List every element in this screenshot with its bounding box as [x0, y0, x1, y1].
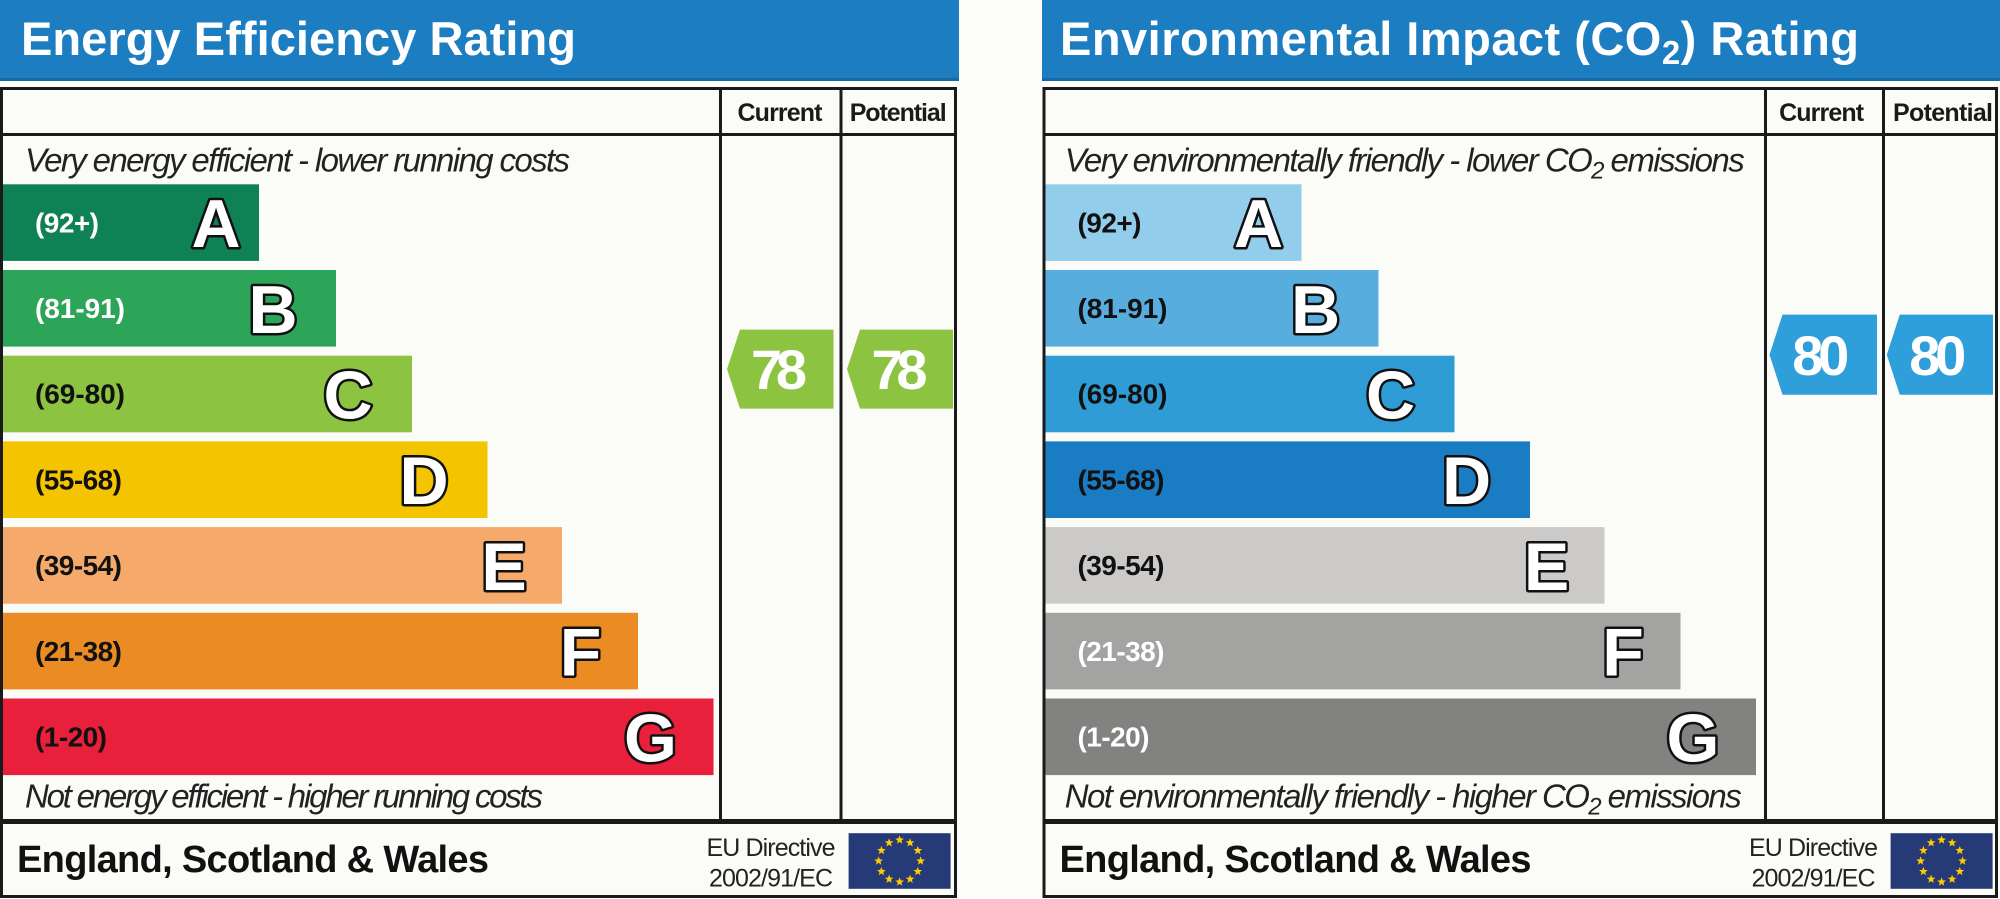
svg-text:2002/91/EC: 2002/91/EC [709, 865, 833, 893]
svg-text:(92+): (92+) [1078, 207, 1142, 238]
svg-text:B: B [248, 272, 297, 348]
svg-text:(81-91): (81-91) [1078, 293, 1168, 324]
svg-text:(1-20): (1-20) [1078, 722, 1150, 753]
svg-text:80: 80 [1792, 324, 1849, 387]
svg-text:(39-54): (39-54) [1078, 550, 1165, 581]
svg-text:F: F [1602, 615, 1644, 691]
svg-text:B: B [1291, 272, 1340, 348]
svg-text:78: 78 [872, 338, 928, 401]
svg-text:G: G [1667, 700, 1720, 776]
svg-text:E: E [481, 529, 526, 605]
svg-text:A: A [191, 186, 240, 262]
svg-text:D: D [1442, 443, 1491, 519]
svg-text:(55-68): (55-68) [35, 464, 122, 495]
svg-text:Not environmentally friendly -: Not environmentally friendly - higher CO… [1065, 777, 1742, 820]
svg-text:Very environmentally friendly: Very environmentally friendly - lower CO… [1065, 141, 1745, 184]
svg-text:EU Directive: EU Directive [707, 834, 836, 862]
svg-text:Potential: Potential [850, 99, 947, 127]
svg-text:(55-68): (55-68) [1078, 464, 1165, 495]
svg-text:Environmental Impact (CO2) Rat: Environmental Impact (CO2) Rating [1060, 12, 1859, 71]
svg-text:Current: Current [1779, 99, 1865, 127]
svg-text:78: 78 [751, 338, 807, 401]
svg-text:E: E [1524, 529, 1569, 605]
svg-text:Potential: Potential [1893, 99, 1993, 127]
svg-text:(81-91): (81-91) [35, 293, 125, 324]
svg-text:F: F [560, 615, 602, 691]
svg-text:(92+): (92+) [35, 207, 99, 238]
svg-text:D: D [399, 443, 448, 519]
svg-text:(21-38): (21-38) [35, 636, 122, 667]
svg-text:C: C [323, 358, 372, 434]
svg-text:Energy Efficiency Rating: Energy Efficiency Rating [21, 12, 576, 65]
svg-text:(69-80): (69-80) [1078, 379, 1168, 410]
svg-text:80: 80 [1909, 324, 1966, 387]
svg-text:England, Scotland & Wales: England, Scotland & Wales [17, 839, 489, 881]
svg-text:Not energy efficient - higher: Not energy efficient - higher running co… [25, 777, 543, 814]
svg-text:(39-54): (39-54) [35, 550, 122, 581]
svg-text:(1-20): (1-20) [35, 722, 107, 753]
svg-text:Current: Current [738, 99, 824, 127]
svg-text:EU Directive: EU Directive [1749, 834, 1878, 862]
svg-text:(21-38): (21-38) [1078, 636, 1165, 667]
svg-text:Very energy efficient - lower: Very energy efficient - lower running co… [25, 141, 570, 178]
svg-text:G: G [624, 700, 677, 776]
svg-text:A: A [1234, 186, 1283, 262]
svg-text:(69-80): (69-80) [35, 379, 125, 410]
svg-text:England, Scotland & Wales: England, Scotland & Wales [1060, 839, 1532, 881]
svg-text:C: C [1366, 358, 1415, 434]
svg-text:2002/91/EC: 2002/91/EC [1752, 865, 1876, 893]
